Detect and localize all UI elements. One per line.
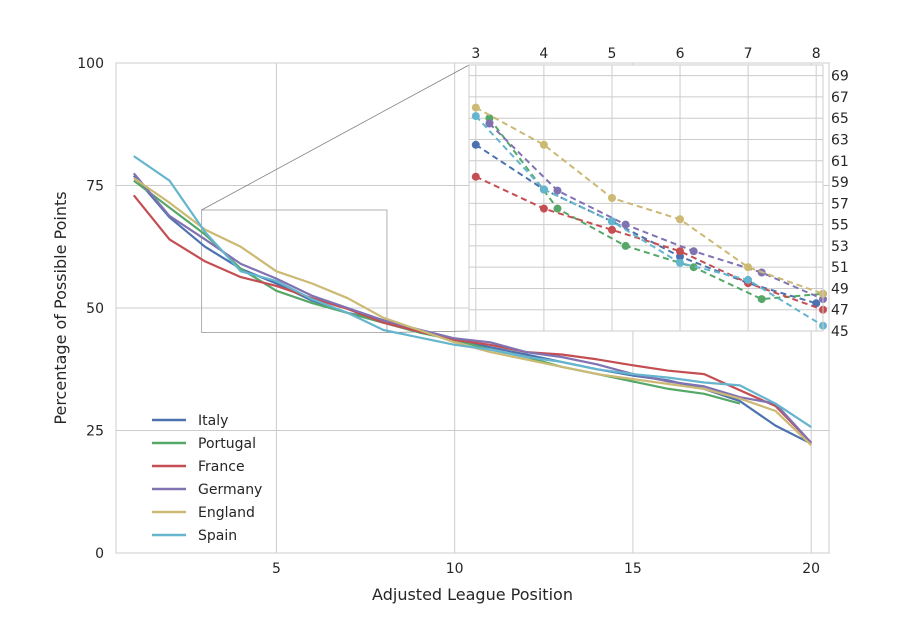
inset-y-tick-label-69: 69 [831,69,849,85]
main-frame [115,62,830,554]
legend-label-germany: Germany [198,482,262,498]
inset-y-tick-label-53: 53 [831,239,849,255]
inset-y-tick-label-67: 67 [831,90,849,106]
y-tick-label-0: 0 [95,546,104,562]
inset-point-germany-0 [485,119,494,128]
inset-x-tick-label-4: 4 [539,46,548,62]
legend-label-england: England [198,505,255,521]
inset-point-italy-5 [812,299,821,308]
inset-point-england-4 [744,263,753,272]
inset-point-france-2 [608,225,616,234]
legend-item-italy: Italy [152,413,228,429]
inset-series-line-england [475,106,824,295]
inset-series-line-portugal [488,117,824,301]
inset-point-germany-3 [689,247,698,256]
inset-point-france-0 [471,172,480,181]
series-line-germany [132,172,813,444]
legend-item-france: France [152,459,245,475]
inset-y-tick-label-51: 51 [831,260,849,276]
inset-y-tick-label-55: 55 [831,218,849,234]
inset-point-england-2 [608,194,616,202]
series-line-france [132,194,812,444]
inset-point-england-1 [539,140,548,149]
inset-x-tick-label-8: 8 [812,46,821,62]
inset-point-france-1 [539,204,548,213]
inset-series-line-spain [475,115,824,327]
inset-point-england-3 [676,215,684,224]
main-lines [132,155,813,446]
inset-x-tick-label-3: 3 [471,46,480,62]
legend-item-germany: Germany [152,482,262,498]
inset-point-italy-0 [471,140,480,149]
inset-y-tick-label-45: 45 [831,324,849,340]
inset-point-germany-1 [553,186,562,195]
legend-label-portugal: Portugal [198,436,256,452]
x-tick-label-15: 15 [624,561,642,577]
inset-y-tick-label-47: 47 [831,303,849,319]
series-line-spain [133,155,812,429]
inset-y-tick-label-63: 63 [831,132,849,148]
inset-point-portugal-3 [689,263,698,272]
inset-point-portugal-1 [553,204,562,213]
inset-y-tick-label-61: 61 [831,154,849,170]
main-ticks: 5 10 15 20 0 25 50 75 100 [77,56,820,577]
inset-point-spain-1 [539,185,548,194]
y-axis-label: Percentage of Possible Points [51,191,70,424]
legend-label-france: France [198,459,245,475]
y-tick-label-25: 25 [86,424,104,440]
x-tick-label-5: 5 [272,561,281,577]
inset-y-tick-label-59: 59 [831,175,849,191]
inset-point-germany-2 [621,220,630,229]
inset-point-spain-2 [608,217,616,226]
inset-point-spain-4 [744,275,753,284]
x-axis-label: Adjusted League Position [372,585,573,604]
inset-point-portugal-2 [621,241,630,250]
x-tick-label-20: 20 [802,561,820,577]
inset-x-tick-label-5: 5 [608,46,617,62]
legend-label-italy: Italy [198,413,228,429]
inset-series-line-france [475,175,824,311]
zoom-region-box [201,209,388,333]
inset-x-tick-label-6: 6 [676,46,685,62]
legend-label-spain: Spain [198,528,237,544]
inset-point-england-0 [471,103,480,112]
inset-point-france-3 [676,247,684,256]
x-tick-label-10: 10 [446,561,464,577]
inset-frame [468,64,824,332]
inset-background [469,65,823,331]
inset-y-tick-label-57: 57 [831,196,849,212]
inset-point-portugal-4 [757,295,766,304]
legend: Italy Portugal France Germany England Spain [152,413,262,544]
inset-y-tick-label-65: 65 [831,111,849,127]
legend-item-portugal: Portugal [152,436,256,452]
inset-y-tick-label-49: 49 [831,281,849,297]
legend-item-england: England [152,505,255,521]
zoom-connector-top [201,64,470,211]
inset-point-spain-0 [471,112,480,121]
inset-series-line-italy [475,143,817,305]
y-tick-label-100: 100 [77,56,104,72]
inset-x-tick-label-7: 7 [744,46,753,62]
y-tick-label-50: 50 [86,301,104,317]
legend-item-spain: Spain [152,528,237,544]
y-tick-label-75: 75 [86,179,104,195]
inset-point-spain-3 [676,258,684,267]
